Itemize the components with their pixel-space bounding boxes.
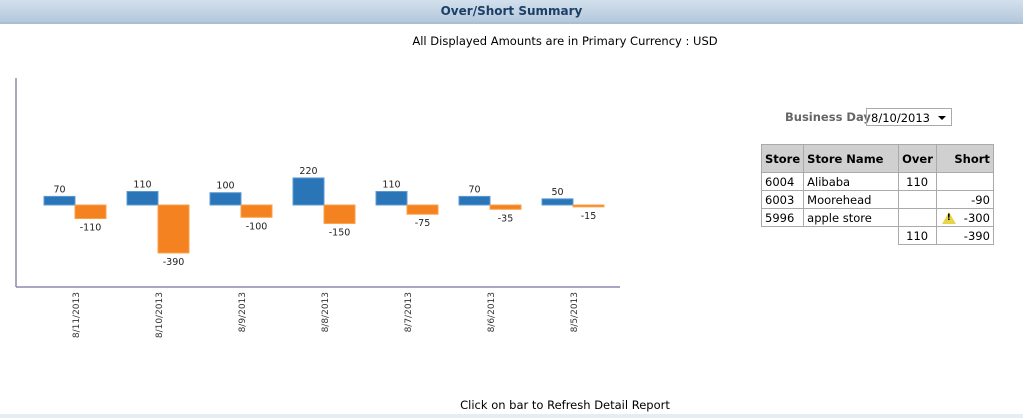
dropdown-arrow-icon: [938, 116, 946, 120]
over-short-chart[interactable]: 70 -110 8/11/2013 110 -390 8/10/2013 100 -100 8/…: [0, 60, 640, 360]
data-label: -15: [581, 211, 597, 222]
cell-name: apple store: [803, 208, 900, 227]
table-row: 5996 apple store ! -300: [760, 208, 994, 227]
short-bar[interactable]: [489, 204, 522, 210]
header-short: Short: [935, 144, 994, 173]
data-label: -35: [498, 213, 514, 224]
data-label: 50: [551, 187, 563, 198]
cell-name: Alibaba: [803, 172, 900, 191]
cell-short: ! -300: [935, 208, 994, 227]
totals-row: 110 -390: [762, 226, 994, 245]
blank-cell: [804, 227, 899, 245]
over-bar[interactable]: [458, 195, 491, 206]
data-label: -110: [80, 223, 102, 234]
bottom-border: [0, 414, 1023, 418]
x-tick-label: 8/5/2013: [570, 292, 580, 332]
over-bar[interactable]: [126, 190, 159, 206]
page-header: Over/Short Summary: [0, 0, 1023, 24]
cell-store: 5996: [760, 208, 805, 227]
cell-short: [935, 172, 994, 191]
short-bar[interactable]: [572, 204, 605, 208]
data-label: -390: [163, 257, 185, 268]
over-bar[interactable]: [43, 195, 76, 206]
short-bar[interactable]: [240, 204, 273, 218]
refresh-hint: Click on bar to Refresh Detail Report: [460, 398, 670, 412]
short-bar[interactable]: [406, 204, 439, 215]
data-label: -150: [329, 227, 351, 238]
header-store: Store: [760, 144, 805, 173]
cell-store: 6004: [760, 172, 805, 191]
table-row: 6003 Moorehead -90: [760, 190, 994, 209]
over-bar[interactable]: [541, 198, 574, 206]
data-label: 220: [299, 166, 317, 177]
x-tick-label: 8/8/2013: [321, 292, 331, 332]
x-tick-label: 8/11/2013: [72, 292, 82, 338]
short-bar[interactable]: [74, 204, 107, 220]
page-title: Over/Short Summary: [440, 4, 583, 18]
cell-short: -90: [935, 190, 994, 209]
currency-note: All Displayed Amounts are in Primary Cur…: [412, 34, 718, 48]
data-label: 100: [216, 181, 234, 192]
short-bar[interactable]: [323, 204, 356, 224]
blank-cell: [762, 227, 804, 245]
data-label: 110: [133, 179, 151, 190]
header-over: Over: [898, 144, 937, 173]
cell-store: 6003: [760, 190, 805, 209]
total-over: 110: [898, 226, 937, 245]
cell-name: Moorehead: [803, 190, 900, 209]
over-bar[interactable]: [209, 192, 242, 206]
data-label: -75: [415, 218, 431, 229]
data-label: 70: [53, 184, 65, 195]
x-tick-label: 8/10/2013: [155, 292, 165, 338]
x-tick-label: 8/6/2013: [487, 292, 497, 332]
data-label: -100: [246, 221, 268, 232]
cell-over: [898, 208, 937, 227]
over-bar[interactable]: [292, 177, 325, 206]
x-tick-label: 8/9/2013: [238, 292, 248, 332]
total-short: -390: [935, 226, 994, 245]
header-store-name: Store Name: [803, 144, 900, 173]
business-day-value: 8/10/2013: [871, 111, 930, 125]
warning-icon: !: [941, 212, 956, 224]
x-tick-label: 8/7/2013: [404, 292, 414, 332]
business-day-select[interactable]: 8/10/2013: [866, 108, 952, 126]
cell-over: [898, 190, 937, 209]
data-label: 70: [468, 184, 480, 195]
cell-over: 110: [898, 172, 937, 191]
data-label: 110: [382, 179, 400, 190]
over-bar[interactable]: [375, 190, 408, 206]
store-table: Store Store Name Over Short 6004 Alibaba…: [760, 144, 994, 245]
table-row: 6004 Alibaba 110: [760, 172, 994, 191]
cell-short-value: -300: [963, 210, 990, 225]
short-bar[interactable]: [157, 204, 190, 254]
business-day-label: Business Day: [785, 110, 871, 124]
